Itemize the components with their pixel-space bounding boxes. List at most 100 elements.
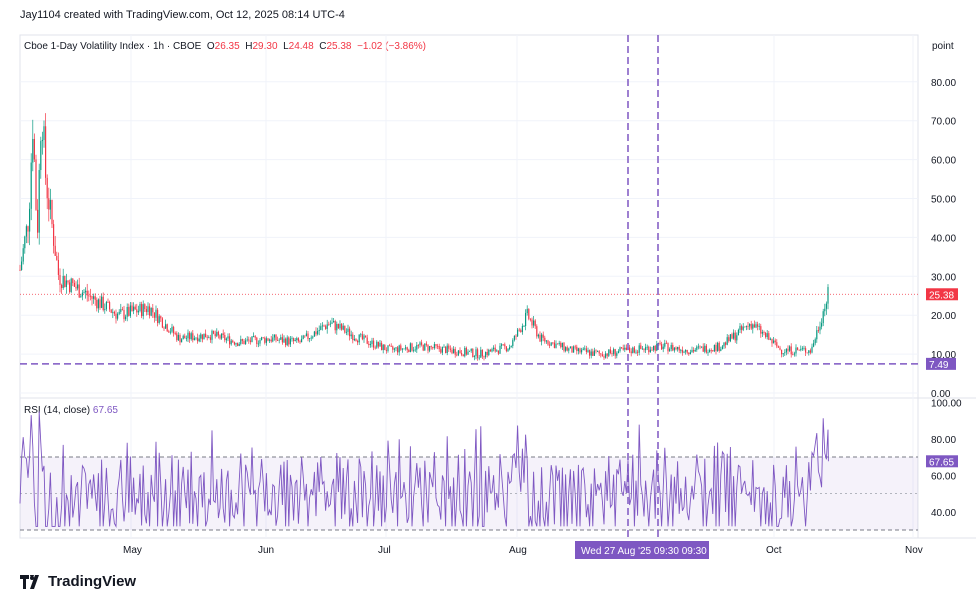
candle <box>270 335 272 343</box>
candle <box>115 309 117 324</box>
candle-body <box>89 295 91 297</box>
candle <box>109 300 111 312</box>
candle-body <box>491 349 493 352</box>
candle <box>401 348 403 353</box>
candle-body <box>592 351 594 356</box>
candle-body <box>550 342 552 346</box>
candle-body <box>238 343 240 346</box>
candle <box>710 348 712 354</box>
candle-body <box>528 308 530 319</box>
candle-body <box>243 340 245 345</box>
candle-body <box>395 347 397 349</box>
candle <box>363 333 365 343</box>
candle <box>326 319 328 334</box>
candle <box>97 298 99 313</box>
candle-body <box>822 311 824 324</box>
candle-body <box>155 309 157 318</box>
candle <box>702 343 704 352</box>
candle-body <box>305 333 307 337</box>
candle <box>438 343 440 352</box>
candle-body <box>312 336 314 338</box>
candle-body <box>69 282 71 292</box>
candle <box>742 323 744 332</box>
candle <box>421 339 423 347</box>
candle-body <box>27 226 29 232</box>
candle <box>267 337 269 342</box>
candle-body <box>192 333 194 341</box>
candle <box>544 335 546 344</box>
candle <box>445 346 447 354</box>
candle <box>374 345 376 350</box>
candle <box>643 348 645 353</box>
candle <box>400 343 402 351</box>
candle-body <box>213 330 215 334</box>
rsi-legend[interactable]: RSI (14, close) 67.65 <box>24 405 118 416</box>
candle <box>179 333 181 346</box>
candle-body <box>198 338 200 342</box>
candle <box>633 345 635 354</box>
candle <box>577 347 579 355</box>
candle <box>489 348 491 352</box>
candle-body <box>382 344 384 351</box>
candle <box>683 350 685 354</box>
candle-body <box>227 336 229 339</box>
candle-body <box>350 334 352 337</box>
candle <box>547 339 549 346</box>
candle-body <box>406 347 408 350</box>
candle-body <box>617 351 619 354</box>
candle-body <box>581 349 583 353</box>
candle <box>229 333 231 349</box>
candle <box>35 154 37 211</box>
candle-body <box>701 346 703 348</box>
candle-body <box>587 350 589 352</box>
candle <box>549 341 551 349</box>
candle <box>518 327 520 332</box>
candle <box>808 350 810 356</box>
candle <box>264 336 266 345</box>
symbol-legend[interactable]: Cboe 1-Day Volatility Index · 1h · CBOE … <box>24 41 426 52</box>
candle <box>65 273 67 294</box>
candle-body <box>113 311 115 314</box>
candle <box>206 334 208 341</box>
candle <box>822 308 824 327</box>
candle <box>102 292 104 312</box>
candle <box>505 346 507 353</box>
candle-body <box>769 338 771 340</box>
candle <box>155 305 157 322</box>
candle-body <box>499 345 501 354</box>
candle-body <box>280 337 282 340</box>
candle-body <box>723 342 725 347</box>
candle <box>91 295 93 306</box>
candle-body <box>541 334 543 342</box>
candle <box>705 344 707 354</box>
candle <box>75 281 77 291</box>
hline-price-label: 7.49 <box>929 360 949 371</box>
candle-body <box>78 284 80 298</box>
candle <box>176 331 178 342</box>
candle <box>389 343 391 347</box>
candle <box>529 318 531 322</box>
candle-body <box>686 349 688 353</box>
candle-body <box>733 332 735 339</box>
candle <box>83 289 85 294</box>
candle-body <box>57 259 59 275</box>
candle-body <box>755 324 757 328</box>
candle-body <box>749 323 751 327</box>
candle-body <box>115 313 117 319</box>
candle-body <box>680 349 682 351</box>
candle-body <box>553 342 555 348</box>
candle <box>89 288 91 301</box>
time-tick: Oct <box>766 545 782 556</box>
candle <box>697 343 699 350</box>
candle-body <box>397 347 399 353</box>
candle <box>449 345 451 353</box>
candle-body <box>816 330 818 340</box>
candle <box>753 320 755 328</box>
candle <box>662 343 664 353</box>
candle <box>200 332 202 343</box>
candle-body <box>153 312 155 318</box>
candle-body <box>294 339 296 342</box>
price-unit[interactable]: point <box>932 41 954 52</box>
candle <box>302 334 304 340</box>
